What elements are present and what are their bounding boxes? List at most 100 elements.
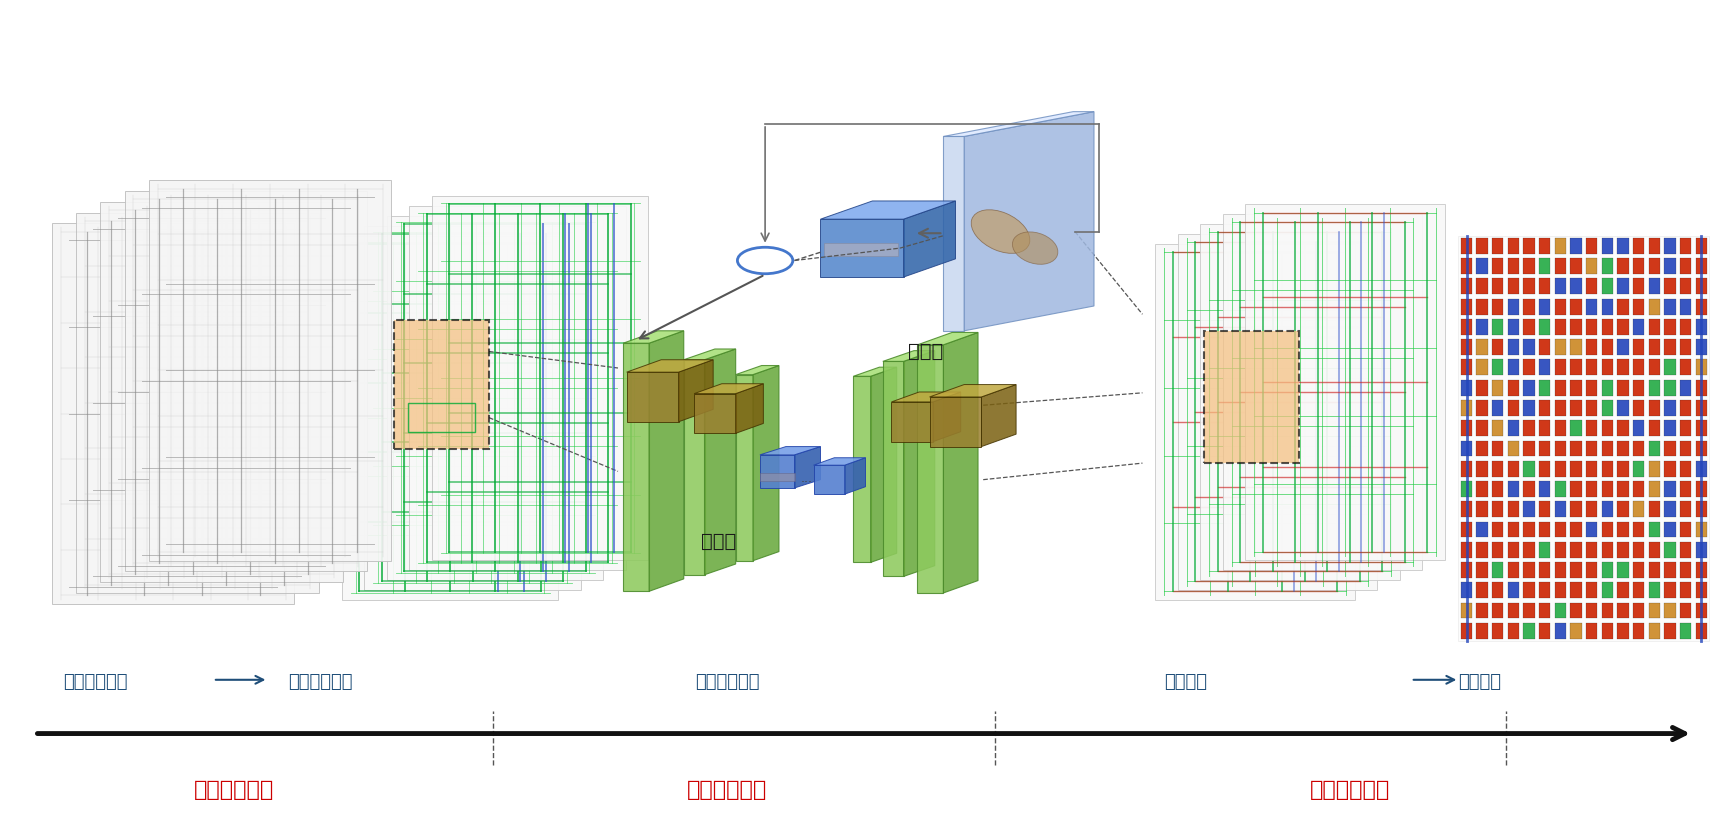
Polygon shape (1600, 441, 1612, 457)
Polygon shape (1507, 603, 1517, 619)
Polygon shape (1600, 400, 1612, 416)
Polygon shape (1631, 400, 1643, 416)
Polygon shape (1507, 582, 1517, 598)
Polygon shape (1616, 299, 1628, 314)
Polygon shape (1522, 542, 1535, 557)
Polygon shape (1664, 380, 1675, 395)
Polygon shape (683, 360, 704, 575)
Polygon shape (1616, 258, 1628, 274)
Polygon shape (917, 332, 977, 345)
Polygon shape (1616, 339, 1628, 355)
Polygon shape (1460, 238, 1470, 254)
Polygon shape (1476, 623, 1486, 638)
Polygon shape (1476, 603, 1486, 619)
Polygon shape (1522, 582, 1535, 598)
Polygon shape (1680, 238, 1690, 254)
Polygon shape (891, 402, 932, 442)
Polygon shape (1695, 279, 1706, 294)
Polygon shape (1695, 360, 1706, 375)
Polygon shape (1569, 279, 1581, 294)
Polygon shape (1554, 481, 1566, 497)
Polygon shape (1522, 360, 1535, 375)
Polygon shape (1680, 481, 1690, 497)
Polygon shape (1476, 400, 1486, 416)
Polygon shape (1554, 319, 1566, 335)
Polygon shape (1538, 400, 1550, 416)
Polygon shape (1507, 380, 1517, 395)
Polygon shape (1522, 319, 1535, 335)
Polygon shape (1507, 441, 1517, 457)
Polygon shape (1507, 461, 1517, 476)
Polygon shape (1616, 380, 1628, 395)
Polygon shape (1554, 258, 1566, 274)
Polygon shape (1631, 339, 1643, 355)
Polygon shape (1616, 400, 1628, 416)
Polygon shape (1554, 501, 1566, 517)
Polygon shape (1460, 623, 1470, 638)
Polygon shape (1600, 299, 1612, 314)
Polygon shape (1649, 380, 1659, 395)
Polygon shape (903, 201, 955, 277)
Polygon shape (1585, 623, 1597, 638)
Polygon shape (1631, 562, 1643, 578)
Polygon shape (1476, 562, 1486, 578)
Polygon shape (1491, 522, 1502, 538)
Polygon shape (1695, 481, 1706, 497)
Polygon shape (1585, 380, 1597, 395)
Polygon shape (1649, 360, 1659, 375)
Polygon shape (149, 180, 391, 561)
Polygon shape (1680, 299, 1690, 314)
Polygon shape (1554, 238, 1566, 254)
Polygon shape (1199, 224, 1398, 580)
Polygon shape (1460, 258, 1470, 274)
Polygon shape (1649, 400, 1659, 416)
Polygon shape (1460, 603, 1470, 619)
Polygon shape (1600, 582, 1612, 598)
Text: 生成对抗网络: 生成对抗网络 (694, 673, 759, 691)
Polygon shape (1616, 542, 1628, 557)
Polygon shape (1585, 582, 1597, 598)
Polygon shape (1554, 299, 1566, 314)
Polygon shape (1476, 441, 1486, 457)
Polygon shape (1664, 542, 1675, 557)
Polygon shape (1631, 441, 1643, 457)
Polygon shape (1476, 461, 1486, 476)
Polygon shape (1476, 238, 1486, 254)
Polygon shape (853, 367, 896, 376)
Polygon shape (1649, 258, 1659, 274)
Polygon shape (1569, 562, 1581, 578)
Polygon shape (1507, 258, 1517, 274)
Polygon shape (1585, 420, 1597, 436)
Polygon shape (943, 332, 977, 593)
Polygon shape (1631, 238, 1643, 254)
Polygon shape (1569, 522, 1581, 538)
Polygon shape (1491, 339, 1502, 355)
Polygon shape (1460, 582, 1470, 598)
Polygon shape (1695, 441, 1706, 457)
Polygon shape (1585, 441, 1597, 457)
Polygon shape (1491, 501, 1502, 517)
Polygon shape (1680, 360, 1690, 375)
Polygon shape (1680, 501, 1690, 517)
Polygon shape (1476, 319, 1486, 335)
Polygon shape (759, 455, 794, 488)
Polygon shape (1695, 238, 1706, 254)
Polygon shape (1695, 461, 1706, 476)
Polygon shape (1616, 461, 1628, 476)
Polygon shape (1522, 400, 1535, 416)
Polygon shape (1538, 380, 1550, 395)
Polygon shape (1476, 542, 1486, 557)
Polygon shape (1680, 461, 1690, 476)
Text: 结构设计模块: 结构设计模块 (687, 780, 766, 800)
Polygon shape (1460, 319, 1470, 335)
Polygon shape (1680, 623, 1690, 638)
Polygon shape (1649, 603, 1659, 619)
Polygon shape (1538, 522, 1550, 538)
Text: ...: ... (801, 471, 811, 485)
Polygon shape (1616, 420, 1628, 436)
Polygon shape (1538, 481, 1550, 497)
Polygon shape (1569, 299, 1581, 314)
Polygon shape (1460, 339, 1470, 355)
Polygon shape (917, 345, 943, 593)
Polygon shape (626, 360, 713, 372)
